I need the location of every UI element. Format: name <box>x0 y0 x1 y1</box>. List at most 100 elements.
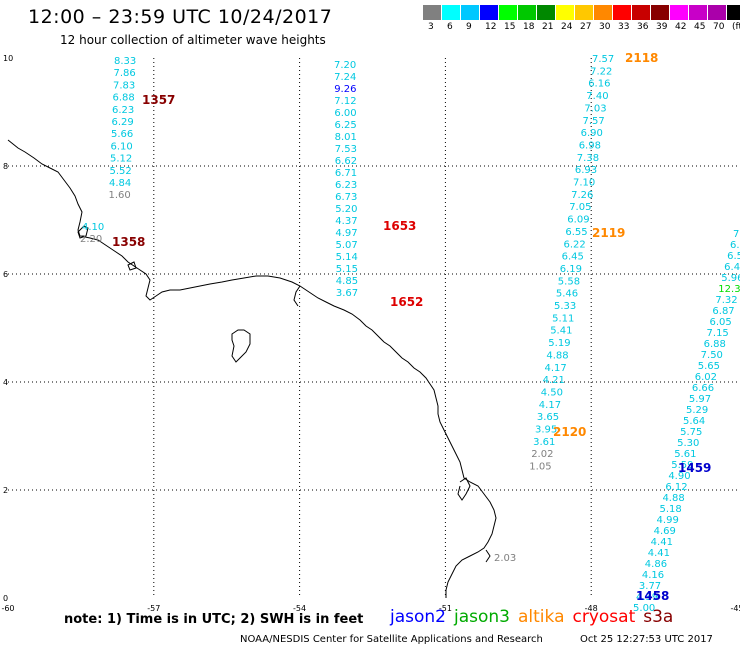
wave-height-value: 6.16 <box>588 79 610 90</box>
colorbar-swatch <box>461 5 480 20</box>
lat-tick-label: 0 <box>3 594 8 603</box>
coastline-segment <box>231 329 251 363</box>
wave-height-value: 5.29 <box>686 405 708 416</box>
lat-tick-label: 10 <box>3 54 13 63</box>
map-grid <box>8 58 737 598</box>
wave-height-value: 4.50 <box>541 387 563 398</box>
track-1652: 1652 <box>390 295 423 309</box>
wave-height-value: 6.02 <box>695 372 717 383</box>
lat-tick-label: 6 <box>3 270 8 279</box>
wave-height-value: 4.84 <box>109 178 131 189</box>
wave-height-value: 7.10 <box>573 178 595 189</box>
pass-label: 1459 <box>678 461 711 475</box>
colorbar-swatch <box>499 5 518 20</box>
wave-height-value: 6.45 <box>562 252 584 263</box>
wave-height-value: 12.39 <box>718 284 740 295</box>
wave-height-value: 4.10 <box>82 222 104 233</box>
wave-height-value: 4.69 <box>654 526 676 537</box>
wave-height-value: 6.25 <box>335 120 357 131</box>
wave-height-value: 7.50 <box>701 350 723 361</box>
track-1458: 1458 <box>636 589 669 603</box>
track-1358: 4.102.20 1358 <box>80 222 145 249</box>
wave-height-value: 5.14 <box>336 252 358 263</box>
wave-height-value: 4.99 <box>657 515 679 526</box>
wave-height-value: 4.86 <box>645 559 667 570</box>
wave-height-value: 7.22 <box>590 66 612 77</box>
colorbar-swatch <box>442 5 461 20</box>
wave-height-value: 7.38 <box>577 153 599 164</box>
wave-height-value: 6.90 <box>581 128 603 139</box>
lon-tick-label: -57 <box>147 604 160 613</box>
wave-height-value: 5.15 <box>336 264 358 275</box>
coastline-segment <box>293 285 301 307</box>
wave-height-value: 7.20 <box>334 60 356 71</box>
wave-height-value: 4.41 <box>648 548 670 559</box>
colorbar-label: (ft) <box>732 22 740 32</box>
lon-tick-label: -45 <box>730 604 740 613</box>
coastline-segment <box>7 139 497 598</box>
wave-height-value: 1.60 <box>109 190 131 201</box>
pass-label: 2118 <box>625 51 658 65</box>
lat-tick-label: 8 <box>3 162 8 171</box>
wave-height-value: 4.39 <box>636 592 658 603</box>
colorbar-swatch <box>480 5 499 20</box>
wave-height-value: 5.07 <box>336 240 358 251</box>
wave-height-value: 5.33 <box>554 301 576 312</box>
colorbar-label: 36 <box>637 22 649 32</box>
wave-height-value: 8.01 <box>335 132 357 143</box>
colorbar-label: 30 <box>599 22 611 32</box>
colorbar-label: 18 <box>523 22 535 32</box>
wave-height-value: 6.10 <box>111 141 133 152</box>
wave-height-value: 7.46 <box>733 229 740 240</box>
track-2118: 7.577.226.167.407.037.576.906.987.386.93… <box>529 51 658 473</box>
wave-height-value: 7.40 <box>586 91 608 102</box>
wave-height-value: 4.85 <box>336 276 358 287</box>
wave-height-value: 6.71 <box>335 168 357 179</box>
timestamp: Oct 25 12:27:53 UTC 2017 <box>580 634 713 645</box>
colorbar-swatch <box>670 5 689 20</box>
wave-height-value: 7.05 <box>569 202 591 213</box>
page-title: 12:00 – 23:59 UTC 10/24/2017 <box>28 6 333 28</box>
wave-height-value: 6.22 <box>564 239 586 250</box>
wave-height-value: 7.57 <box>583 116 605 127</box>
pass-label: 1652 <box>390 295 423 309</box>
wave-height-value: 6.98 <box>579 140 601 151</box>
pass-label: 2120 <box>553 425 586 439</box>
wave-height-value: 6.55 <box>565 227 587 238</box>
wave-height-value: 5.00 <box>633 603 655 614</box>
wave-height-value: 5.12 <box>110 154 132 165</box>
colorbar-label: 21 <box>542 22 554 32</box>
wave-height-value: 3.61 <box>533 437 555 448</box>
wave-height-value: 6.87 <box>712 306 734 317</box>
wave-height-value: 6.62 <box>335 156 357 167</box>
colorbar-label: 42 <box>675 22 687 32</box>
colorbar-swatch <box>537 5 556 20</box>
wave-height-value: 5.20 <box>335 204 357 215</box>
wave-height-value: 5.52 <box>110 166 132 177</box>
coastline-segment <box>77 225 89 239</box>
lon-tick-label: -60 <box>1 604 14 613</box>
coastline-segment <box>127 261 137 271</box>
wave-height-value: 9.26 <box>334 84 356 95</box>
wave-height-value: 6.93 <box>575 165 597 176</box>
track-2119: 2119 <box>592 226 625 240</box>
wave-height-value: 5.11 <box>552 313 574 324</box>
colorbar-label: 9 <box>466 22 472 32</box>
wave-height-value: 6.48 <box>724 262 740 273</box>
wave-height-value: 7.24 <box>334 72 356 83</box>
wave-height-colorbar <box>423 5 740 20</box>
colorbar-swatch <box>423 5 442 20</box>
wave-height-value: 6.50 <box>727 251 740 262</box>
credit-line: NOAA/NESDIS Center for Satellite Applica… <box>240 634 543 645</box>
wave-height-value: 7.53 <box>335 144 357 155</box>
wave-height-value: 3.77 <box>639 581 661 592</box>
track-1357: 8.337.867.83 6.886.236.295.666.10 5.125.52… <box>109 56 176 201</box>
pass-label: 2119 <box>592 226 625 240</box>
pass-label: 1458 <box>636 589 669 603</box>
colorbar-label: 33 <box>618 22 630 32</box>
wave-height-value: 4.16 <box>642 570 664 581</box>
lat-tick-label: 2 <box>3 486 8 495</box>
colorbar-swatch <box>651 5 670 20</box>
wave-height-value: 4.88 <box>662 493 684 504</box>
